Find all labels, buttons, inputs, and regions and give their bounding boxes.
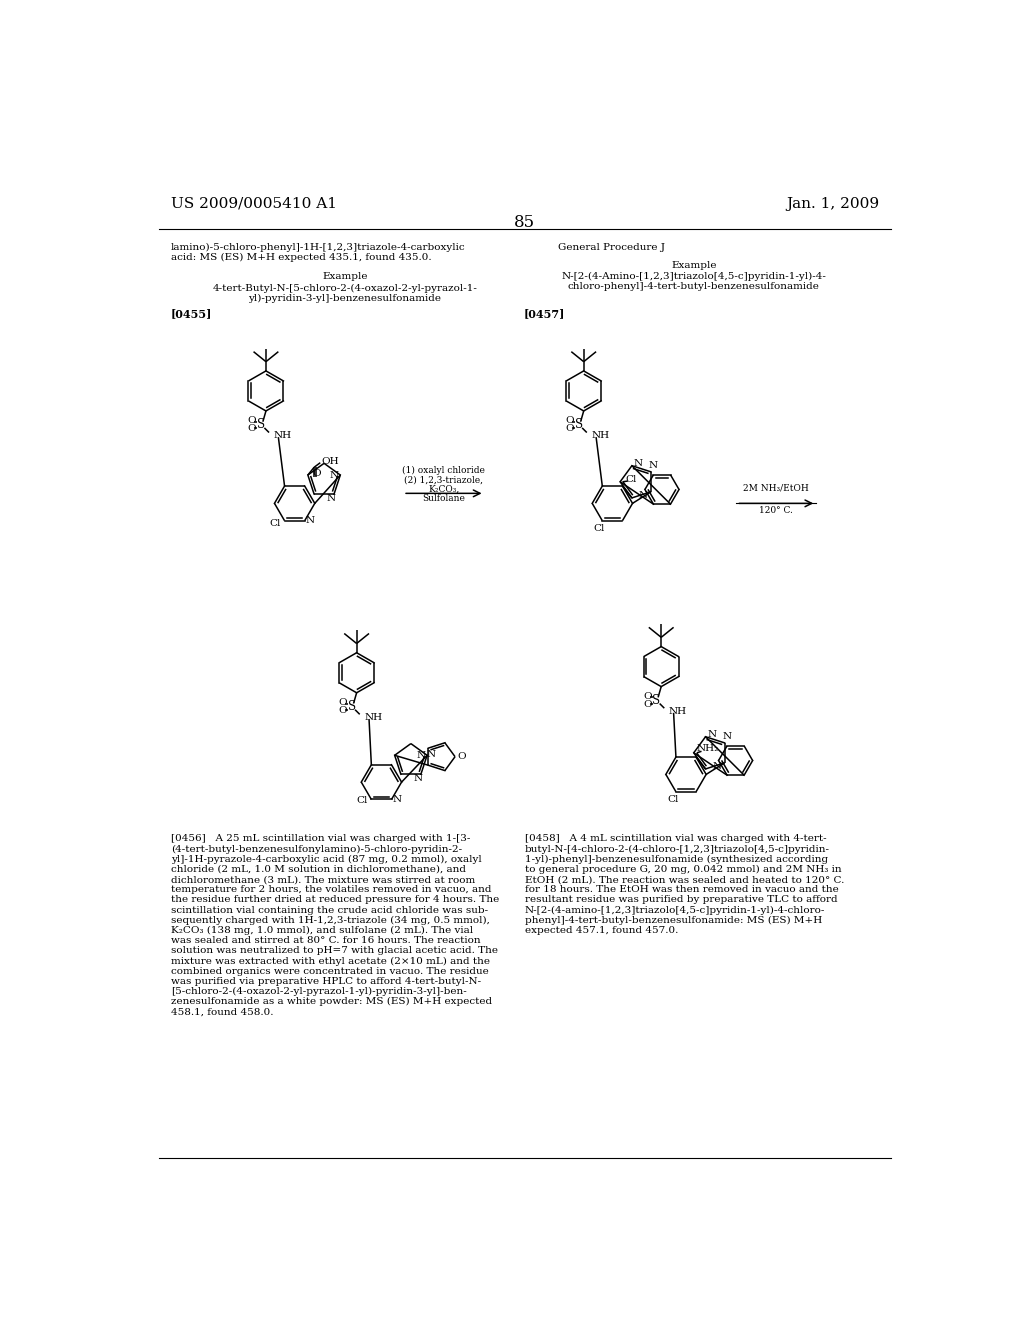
Text: O: O (338, 698, 347, 708)
Text: [0455]: [0455] (171, 309, 212, 319)
Text: dichloromethane (3 mL). The mixture was stirred at room: dichloromethane (3 mL). The mixture was … (171, 875, 475, 884)
Text: 458.1, found 458.0.: 458.1, found 458.0. (171, 1007, 273, 1016)
Text: 4-tert-Butyl-N-[5-chloro-2-(4-oxazol-2-yl-pyrazol-1-: 4-tert-Butyl-N-[5-chloro-2-(4-oxazol-2-y… (213, 284, 477, 293)
Text: O: O (643, 700, 651, 709)
Text: O: O (248, 424, 256, 433)
Text: combined organics were concentrated in vacuo. The residue: combined organics were concentrated in v… (171, 966, 488, 975)
Text: N-[2-(4-amino-[1,2,3]triazolo[4,5-c]pyridin-1-yl)-4-chloro-: N-[2-(4-amino-[1,2,3]triazolo[4,5-c]pyri… (524, 906, 825, 915)
Text: was purified via preparative HPLC to afford 4-tert-butyl-N-: was purified via preparative HPLC to aff… (171, 977, 480, 986)
Text: O: O (338, 706, 347, 715)
Text: N: N (634, 459, 643, 467)
Text: yl)-pyridin-3-yl]-benzenesulfonamide: yl)-pyridin-3-yl]-benzenesulfonamide (249, 294, 441, 304)
Text: N: N (639, 491, 648, 500)
Text: (2) 1,2,3-triazole,: (2) 1,2,3-triazole, (404, 475, 483, 484)
Text: for 18 hours. The EtOH was then removed in vacuo and the: for 18 hours. The EtOH was then removed … (524, 886, 839, 894)
Text: zenesulfonamide as a white powder: MS (ES) M+H expected: zenesulfonamide as a white powder: MS (E… (171, 997, 492, 1006)
Text: expected 457.1, found 457.0.: expected 457.1, found 457.0. (524, 925, 678, 935)
Text: N: N (305, 516, 314, 525)
Text: N: N (708, 730, 717, 739)
Text: acid: MS (ES) M+H expected 435.1, found 435.0.: acid: MS (ES) M+H expected 435.1, found … (171, 253, 431, 263)
Text: Cl: Cl (356, 796, 368, 805)
Text: N: N (330, 470, 339, 479)
Text: S: S (348, 700, 356, 713)
Text: chloride (2 mL, 1.0 M solution in dichloromethane), and: chloride (2 mL, 1.0 M solution in dichlo… (171, 865, 466, 874)
Text: N: N (722, 733, 731, 742)
Text: S: S (575, 418, 583, 432)
Text: (1) oxalyl chloride: (1) oxalyl chloride (402, 466, 485, 475)
Text: was sealed and stirred at 80° C. for 16 hours. The reaction: was sealed and stirred at 80° C. for 16 … (171, 936, 480, 945)
Text: OH: OH (322, 457, 339, 466)
Text: [0458]   A 4 mL scintillation vial was charged with 4-tert-: [0458] A 4 mL scintillation vial was cha… (524, 834, 826, 843)
Text: Jan. 1, 2009: Jan. 1, 2009 (785, 197, 879, 211)
Text: Cl: Cl (626, 475, 637, 484)
Text: Sulfolane: Sulfolane (422, 494, 465, 503)
Text: N: N (713, 762, 722, 771)
Text: NH: NH (592, 432, 609, 440)
Text: 1-yl)-phenyl]-benzenesulfonamide (synthesized according: 1-yl)-phenyl]-benzenesulfonamide (synthe… (524, 855, 828, 863)
Text: N: N (327, 494, 336, 503)
Text: NH: NH (365, 713, 383, 722)
Text: chloro-phenyl]-4-tert-butyl-benzenesulfonamide: chloro-phenyl]-4-tert-butyl-benzenesulfo… (568, 282, 819, 292)
Text: 85: 85 (514, 214, 536, 231)
Text: phenyl]-4-tert-butyl-benzenesulfonamide: MS (ES) M+H: phenyl]-4-tert-butyl-benzenesulfonamide:… (524, 916, 822, 925)
Text: O: O (565, 424, 574, 433)
Text: NH₂: NH₂ (696, 744, 719, 754)
Text: O: O (643, 692, 651, 701)
Text: solution was neutralized to pH=7 with glacial acetic acid. The: solution was neutralized to pH=7 with gl… (171, 946, 498, 956)
Text: resultant residue was purified by preparative TLC to afford: resultant residue was purified by prepar… (524, 895, 838, 904)
Text: O: O (248, 417, 256, 425)
Text: Cl: Cl (594, 524, 605, 533)
Text: 120° C.: 120° C. (760, 507, 794, 515)
Text: S: S (652, 694, 660, 708)
Text: Example: Example (323, 272, 368, 281)
Text: O: O (312, 469, 321, 478)
Text: NH: NH (669, 706, 687, 715)
Text: mixture was extracted with ethyl acetate (2×10 mL) and the: mixture was extracted with ethyl acetate… (171, 957, 489, 965)
Text: K₂CO₃,: K₂CO₃, (428, 484, 460, 494)
Text: Cl: Cl (668, 795, 679, 804)
Text: US 2009/0005410 A1: US 2009/0005410 A1 (171, 197, 337, 211)
Text: NH: NH (273, 432, 292, 440)
Text: N: N (392, 795, 401, 804)
Text: N: N (414, 775, 422, 783)
Text: butyl-N-[4-chloro-2-(4-chloro-[1,2,3]triazolo[4,5-c]pyridin-: butyl-N-[4-chloro-2-(4-chloro-[1,2,3]tri… (524, 845, 829, 854)
Text: the residue further dried at reduced pressure for 4 hours. The: the residue further dried at reduced pre… (171, 895, 499, 904)
Text: K₂CO₃ (138 mg, 1.0 mmol), and sulfolane (2 mL). The vial: K₂CO₃ (138 mg, 1.0 mmol), and sulfolane … (171, 925, 473, 935)
Text: lamino)-5-chloro-phenyl]-1H-[1,2,3]triazole-4-carboxylic: lamino)-5-chloro-phenyl]-1H-[1,2,3]triaz… (171, 243, 465, 252)
Text: to general procedure G, 20 mg, 0.042 mmol) and 2M NH₃ in: to general procedure G, 20 mg, 0.042 mmo… (524, 865, 842, 874)
Text: [0457]: [0457] (523, 309, 564, 319)
Text: O: O (565, 417, 574, 425)
Text: Cl: Cl (269, 519, 281, 528)
Text: N: N (417, 751, 425, 760)
Text: N: N (426, 750, 435, 759)
Text: N-[2-(4-Amino-[1,2,3]triazolo[4,5-c]pyridin-1-yl)-4-: N-[2-(4-Amino-[1,2,3]triazolo[4,5-c]pyri… (561, 272, 826, 281)
Text: temperature for 2 hours, the volatiles removed in vacuo, and: temperature for 2 hours, the volatiles r… (171, 886, 492, 894)
Text: 2M NH₃/EtOH: 2M NH₃/EtOH (743, 483, 809, 492)
Text: S: S (257, 418, 265, 432)
Text: General Procedure J: General Procedure J (558, 243, 666, 252)
Text: (4-tert-butyl-benzenesulfonylamino)-5-chloro-pyridin-2-: (4-tert-butyl-benzenesulfonylamino)-5-ch… (171, 845, 462, 854)
Text: N: N (649, 461, 657, 470)
Text: Example: Example (671, 261, 717, 269)
Text: EtOH (2 mL). The reaction was sealed and heated to 120° C.: EtOH (2 mL). The reaction was sealed and… (524, 875, 844, 884)
Text: yl]-1H-pyrazole-4-carboxylic acid (87 mg, 0.2 mmol), oxalyl: yl]-1H-pyrazole-4-carboxylic acid (87 mg… (171, 855, 481, 863)
Text: sequently charged with 1H-1,2,3-triazole (34 mg, 0.5 mmol),: sequently charged with 1H-1,2,3-triazole… (171, 916, 489, 925)
Text: O: O (457, 752, 466, 762)
Text: [0456]   A 25 mL scintillation vial was charged with 1-[3-: [0456] A 25 mL scintillation vial was ch… (171, 834, 470, 843)
Text: [5-chloro-2-(4-oxazol-2-yl-pyrazol-1-yl)-pyridin-3-yl]-ben-: [5-chloro-2-(4-oxazol-2-yl-pyrazol-1-yl)… (171, 987, 466, 997)
Text: scintillation vial containing the crude acid chloride was sub-: scintillation vial containing the crude … (171, 906, 487, 915)
